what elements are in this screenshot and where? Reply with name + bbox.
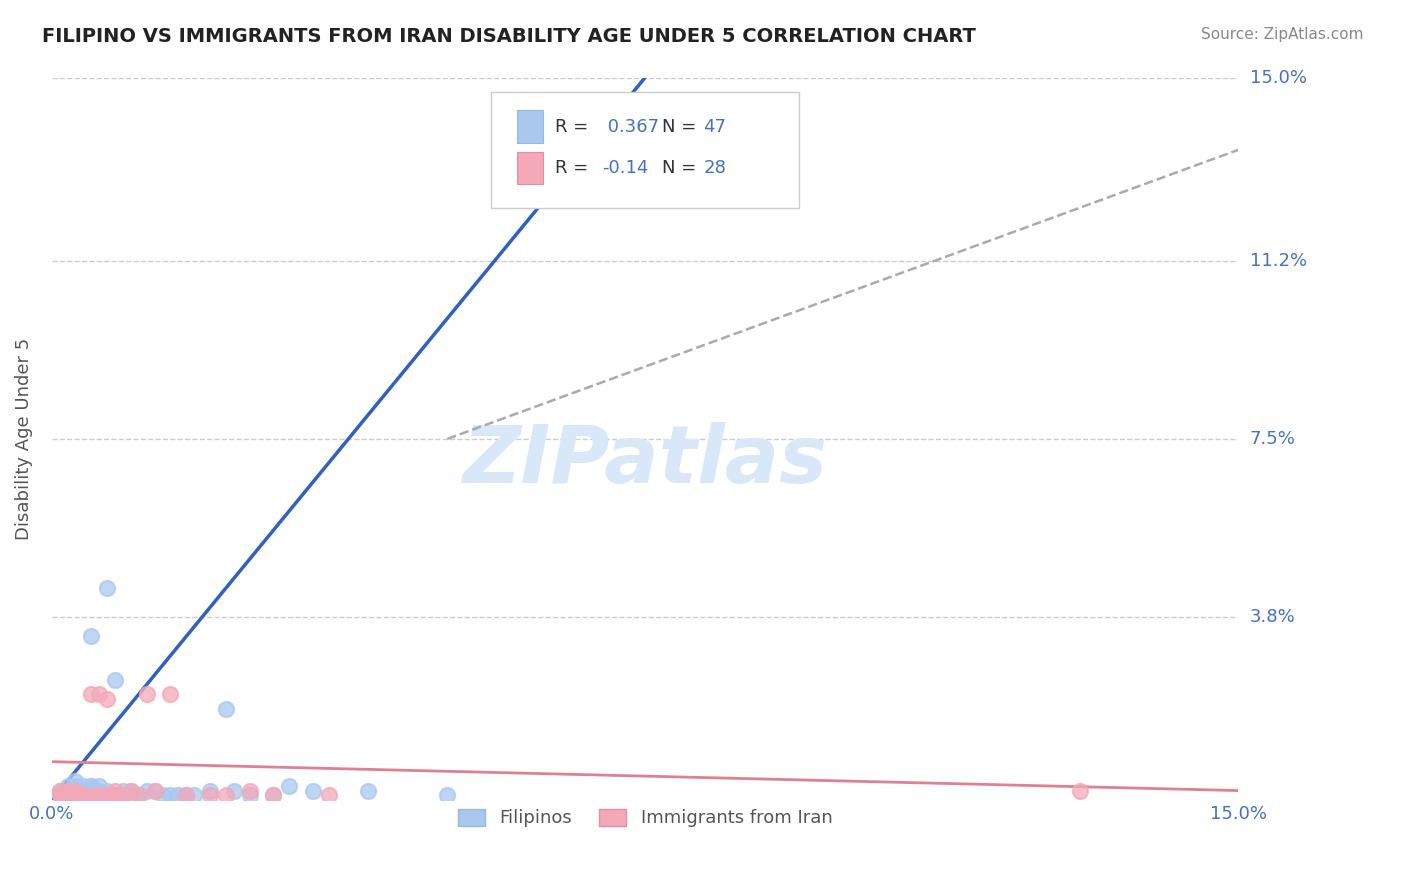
Point	[48, 783, 70, 797]
Point	[120, 783, 142, 797]
Point	[262, 789, 284, 803]
Point	[222, 783, 245, 797]
Point	[215, 789, 238, 803]
Point	[72, 779, 94, 793]
Point	[89, 789, 111, 803]
Point	[135, 783, 157, 797]
Point	[89, 789, 111, 803]
FancyBboxPatch shape	[517, 111, 543, 143]
Text: R =: R =	[555, 118, 588, 136]
Point	[198, 783, 221, 797]
Text: R =: R =	[555, 159, 588, 177]
Point	[80, 779, 103, 793]
Point	[56, 789, 79, 803]
Point	[80, 629, 103, 643]
Point	[65, 779, 87, 793]
Text: N =: N =	[662, 118, 696, 136]
FancyBboxPatch shape	[517, 152, 543, 184]
Point	[80, 783, 103, 797]
Point	[65, 783, 87, 797]
Point	[89, 779, 111, 793]
Point	[135, 687, 157, 701]
Point	[56, 783, 79, 797]
Point	[56, 779, 79, 793]
Text: Source: ZipAtlas.com: Source: ZipAtlas.com	[1201, 27, 1364, 42]
Point	[174, 789, 197, 803]
Point	[56, 789, 79, 803]
Point	[96, 789, 118, 803]
Point	[65, 789, 87, 803]
Point	[152, 789, 174, 803]
Point	[104, 673, 127, 687]
Point	[143, 783, 166, 797]
Point	[104, 783, 127, 797]
Point	[436, 789, 458, 803]
Point	[89, 687, 111, 701]
Point	[120, 783, 142, 797]
Text: 28: 28	[703, 159, 725, 177]
Point	[301, 783, 323, 797]
Point	[555, 167, 578, 181]
Point	[120, 789, 142, 803]
Point	[56, 783, 79, 797]
Point	[48, 789, 70, 803]
FancyBboxPatch shape	[491, 92, 800, 208]
Point	[48, 783, 70, 797]
Point	[262, 789, 284, 803]
Point	[198, 789, 221, 803]
Point	[128, 789, 150, 803]
Point	[72, 789, 94, 803]
Point	[159, 687, 181, 701]
Text: ZIPatlas: ZIPatlas	[463, 422, 828, 500]
Point	[1069, 783, 1091, 797]
Point	[111, 783, 134, 797]
Y-axis label: Disability Age Under 5: Disability Age Under 5	[15, 338, 32, 540]
Point	[72, 789, 94, 803]
Point	[159, 789, 181, 803]
Point	[80, 687, 103, 701]
Text: FILIPINO VS IMMIGRANTS FROM IRAN DISABILITY AGE UNDER 5 CORRELATION CHART: FILIPINO VS IMMIGRANTS FROM IRAN DISABIL…	[42, 27, 976, 45]
Point	[174, 789, 197, 803]
Point	[278, 779, 301, 793]
Text: 0.367: 0.367	[602, 118, 659, 136]
Point	[89, 783, 111, 797]
Text: -0.14: -0.14	[602, 159, 648, 177]
Point	[80, 789, 103, 803]
Point	[72, 783, 94, 797]
Point	[65, 783, 87, 797]
Point	[80, 789, 103, 803]
Text: N =: N =	[662, 159, 696, 177]
Point	[167, 789, 190, 803]
Point	[96, 581, 118, 595]
Point	[357, 783, 380, 797]
Point	[96, 692, 118, 706]
Point	[215, 701, 238, 715]
Text: 7.5%: 7.5%	[1250, 430, 1295, 448]
Legend: Filipinos, Immigrants from Iran: Filipinos, Immigrants from Iran	[450, 801, 839, 835]
Point	[96, 789, 118, 803]
Point	[65, 789, 87, 803]
Point	[238, 783, 260, 797]
Point	[48, 789, 70, 803]
Text: 15.0%: 15.0%	[1250, 69, 1306, 87]
Text: 47: 47	[703, 118, 727, 136]
Point	[183, 789, 205, 803]
Point	[238, 789, 260, 803]
Point	[96, 783, 118, 797]
Point	[111, 789, 134, 803]
Point	[104, 789, 127, 803]
Point	[80, 779, 103, 793]
Point	[128, 789, 150, 803]
Point	[111, 789, 134, 803]
Text: 11.2%: 11.2%	[1250, 252, 1306, 269]
Point	[143, 783, 166, 797]
Text: 3.8%: 3.8%	[1250, 608, 1295, 626]
Point	[104, 789, 127, 803]
Point	[65, 773, 87, 788]
Point	[318, 789, 340, 803]
